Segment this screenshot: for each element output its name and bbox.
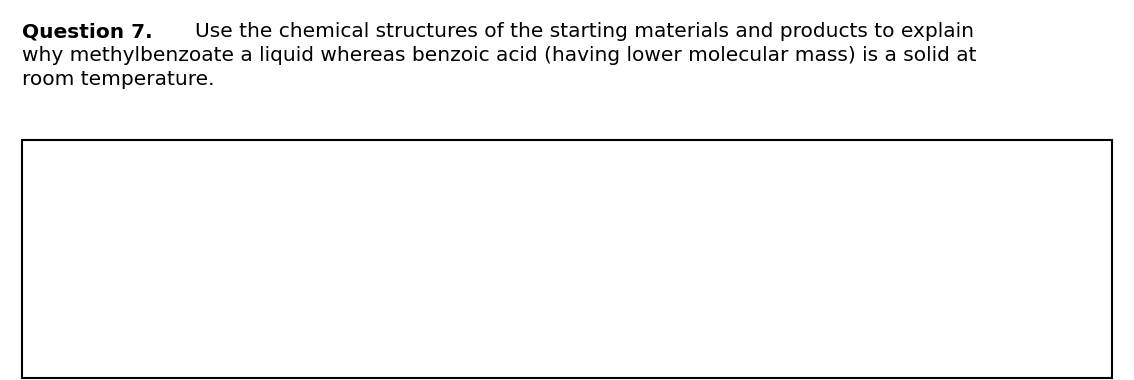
Bar (22, 140, 1112, 378)
Text: room temperature.: room temperature. (22, 70, 214, 89)
Text: Question 7.: Question 7. (22, 22, 153, 41)
Text: Use the chemical structures of the starting materials and products to explain: Use the chemical structures of the start… (195, 22, 974, 41)
Text: why methylbenzoate a liquid whereas benzoic acid (having lower molecular mass) i: why methylbenzoate a liquid whereas benz… (22, 46, 976, 65)
